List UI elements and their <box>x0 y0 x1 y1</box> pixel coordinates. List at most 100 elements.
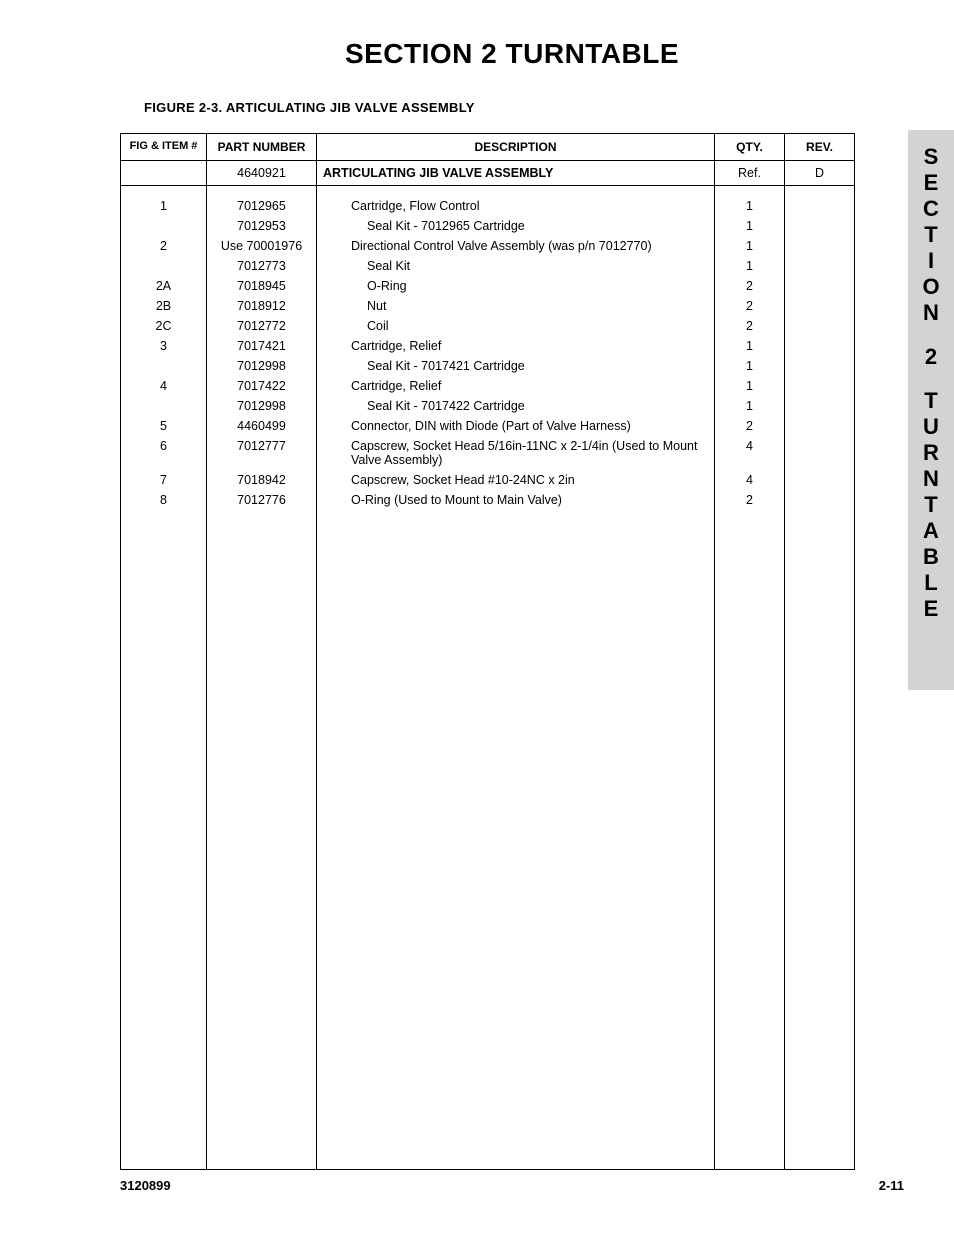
cell-part: 7012965 <box>207 196 317 216</box>
cell-desc: O-Ring (Used to Mount to Main Valve) <box>317 490 715 510</box>
cell-desc: Directional Control Valve Assembly (was … <box>317 236 715 256</box>
page: SECTION 2 TURNTABLE FIGURE 2-3. ARTICULA… <box>0 0 954 1235</box>
footer-left: 3120899 <box>120 1178 171 1193</box>
col-header-rev: REV. <box>785 134 855 161</box>
cell-part: 7017421 <box>207 336 317 356</box>
table-row: 87012776O-Ring (Used to Mount to Main Va… <box>121 490 855 510</box>
cell-fig: 6 <box>121 436 207 470</box>
cell-fig <box>121 396 207 416</box>
table-row: 7012773Seal Kit1 <box>121 256 855 276</box>
cell-rev <box>785 470 855 490</box>
cell-fig: 7 <box>121 470 207 490</box>
cell-part: 7012953 <box>207 216 317 236</box>
title-row: 4640921 ARTICULATING JIB VALVE ASSEMBLY … <box>121 161 855 186</box>
cell-rev <box>785 296 855 316</box>
cell-fig: 2C <box>121 316 207 336</box>
side-tab-letter: T <box>924 492 937 518</box>
cell-part: 7018912 <box>207 296 317 316</box>
cell-qty: 2 <box>715 316 785 336</box>
cell-qty: 1 <box>715 216 785 236</box>
filler-row <box>121 510 855 1170</box>
parts-table: FIG & ITEM # PART NUMBER DESCRIPTION QTY… <box>120 133 855 1170</box>
cell-desc: O-Ring <box>317 276 715 296</box>
cell-desc: ARTICULATING JIB VALVE ASSEMBLY <box>317 161 715 186</box>
cell-qty: 1 <box>715 336 785 356</box>
cell-qty: 4 <box>715 436 785 470</box>
table-row: 37017421Cartridge, Relief1 <box>121 336 855 356</box>
cell-rev <box>785 436 855 470</box>
col-header-qty: QTY. <box>715 134 785 161</box>
table-row: 77018942Capscrew, Socket Head #10-24NC x… <box>121 470 855 490</box>
table-row: 7012998Seal Kit - 7017422 Cartridge1 <box>121 396 855 416</box>
cell-desc: Coil <box>317 316 715 336</box>
cell-part: 7017422 <box>207 376 317 396</box>
side-tab-letter: T <box>924 222 937 248</box>
cell-qty: 4 <box>715 470 785 490</box>
cell-qty: 2 <box>715 416 785 436</box>
side-tab-letter: B <box>923 544 939 570</box>
side-tab-letter: I <box>928 248 934 274</box>
side-tab-letter: L <box>924 570 937 596</box>
cell-qty: 1 <box>715 256 785 276</box>
cell-fig <box>121 356 207 376</box>
cell-qty: 2 <box>715 296 785 316</box>
footer-right: 2-11 <box>879 1178 904 1193</box>
cell-rev <box>785 236 855 256</box>
cell-desc: Cartridge, Flow Control <box>317 196 715 216</box>
side-tab-letter: C <box>923 196 939 222</box>
cell-desc: Seal Kit - 7017422 Cartridge <box>317 396 715 416</box>
cell-part: 7012998 <box>207 356 317 376</box>
cell-fig: 5 <box>121 416 207 436</box>
cell-fig <box>121 216 207 236</box>
table-row: 7012953Seal Kit - 7012965 Cartridge1 <box>121 216 855 236</box>
table-row: 2A7018945O-Ring2 <box>121 276 855 296</box>
cell-qty: 1 <box>715 356 785 376</box>
section-title: SECTION 2 TURNTABLE <box>120 38 904 70</box>
cell-part: 7018942 <box>207 470 317 490</box>
cell-desc: Connector, DIN with Diode (Part of Valve… <box>317 416 715 436</box>
cell-part: 7012998 <box>207 396 317 416</box>
side-tab-letter: E <box>924 596 939 622</box>
side-tab-letter: U <box>923 414 939 440</box>
cell-rev <box>785 196 855 216</box>
cell-rev <box>785 336 855 356</box>
cell-desc: Capscrew, Socket Head #10-24NC x 2in <box>317 470 715 490</box>
figure-title: FIGURE 2-3. ARTICULATING JIB VALVE ASSEM… <box>144 100 904 115</box>
cell-fig: 1 <box>121 196 207 216</box>
side-tab-letter: O <box>922 274 939 300</box>
cell-desc: Seal Kit - 7012965 Cartridge <box>317 216 715 236</box>
side-tab-letter: 2 <box>925 344 937 370</box>
cell-fig: 2A <box>121 276 207 296</box>
cell-part: 7012777 <box>207 436 317 470</box>
cell-desc: Capscrew, Socket Head 5/16in-11NC x 2-1/… <box>317 436 715 470</box>
side-tab-letter: T <box>924 388 937 414</box>
cell-part: 7012776 <box>207 490 317 510</box>
table-row: 2Use 70001976Directional Control Valve A… <box>121 236 855 256</box>
cell-qty: 2 <box>715 490 785 510</box>
side-tab: SECTION2TURNTABLE <box>908 130 954 690</box>
table-header-row: FIG & ITEM # PART NUMBER DESCRIPTION QTY… <box>121 134 855 161</box>
cell-part: 7018945 <box>207 276 317 296</box>
cell-desc: Seal Kit <box>317 256 715 276</box>
cell-fig: 2B <box>121 296 207 316</box>
side-tab-letter: R <box>923 440 939 466</box>
cell-rev: D <box>785 161 855 186</box>
cell-part: 4640921 <box>207 161 317 186</box>
cell-desc: Cartridge, Relief <box>317 336 715 356</box>
table-row: 2C7012772Coil2 <box>121 316 855 336</box>
col-header-part: PART NUMBER <box>207 134 317 161</box>
cell-rev <box>785 316 855 336</box>
cell-rev <box>785 276 855 296</box>
cell-qty: 1 <box>715 236 785 256</box>
cell-rev <box>785 416 855 436</box>
cell-part: 7012772 <box>207 316 317 336</box>
table-row: 67012777Capscrew, Socket Head 5/16in-11N… <box>121 436 855 470</box>
cell-desc: Cartridge, Relief <box>317 376 715 396</box>
page-footer: 3120899 2-11 <box>120 1178 904 1193</box>
side-tab-letter: N <box>923 466 939 492</box>
cell-fig <box>121 161 207 186</box>
cell-fig: 4 <box>121 376 207 396</box>
cell-qty: 1 <box>715 376 785 396</box>
cell-desc: Nut <box>317 296 715 316</box>
parts-table-body: 4640921 ARTICULATING JIB VALVE ASSEMBLY … <box>121 161 855 1170</box>
